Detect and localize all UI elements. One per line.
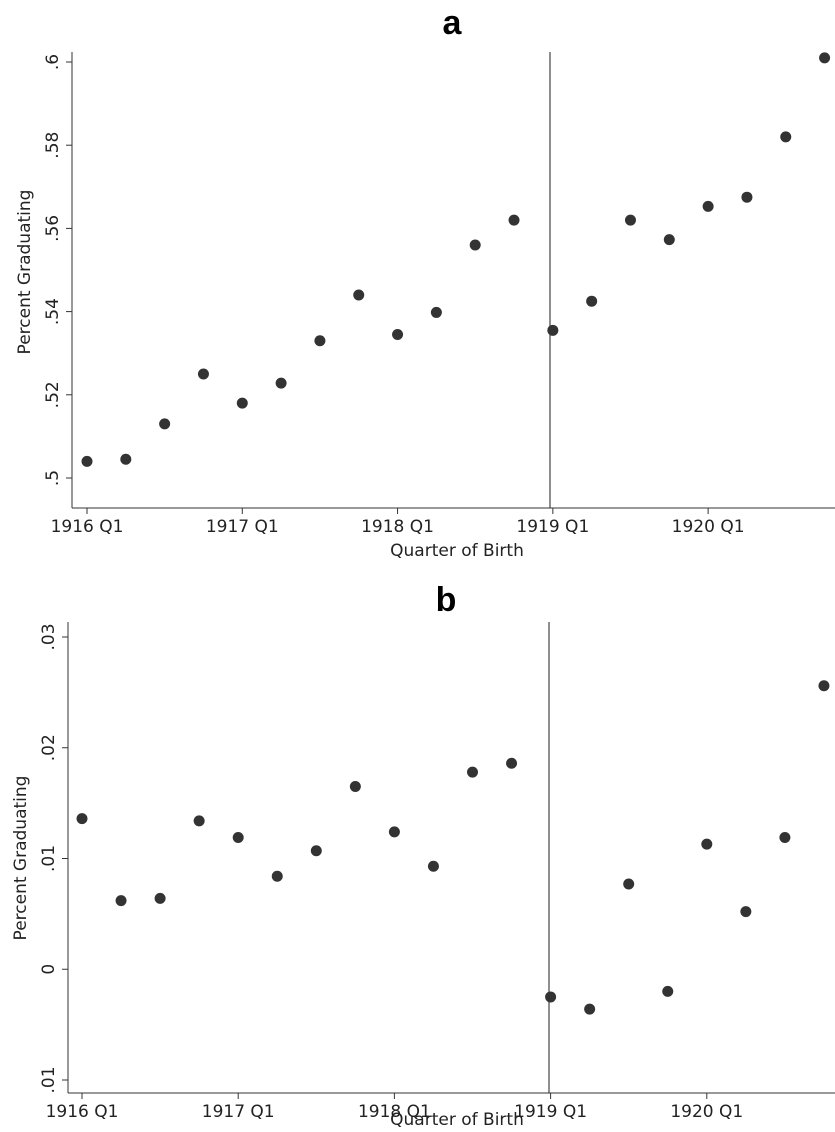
data-point bbox=[701, 838, 713, 850]
data-point bbox=[469, 239, 481, 251]
data-point bbox=[310, 845, 322, 857]
data-point bbox=[76, 813, 88, 825]
data-point bbox=[232, 831, 244, 843]
x-tick-label: 1920 Q1 bbox=[672, 517, 745, 537]
data-point bbox=[275, 377, 287, 389]
y-tick-label: .01 bbox=[39, 845, 59, 872]
data-point bbox=[427, 860, 439, 872]
data-point bbox=[662, 985, 674, 997]
data-point bbox=[353, 289, 365, 301]
data-point bbox=[547, 324, 559, 336]
y-tick-label: .6 bbox=[43, 54, 63, 70]
y-tick-label: .03 bbox=[39, 623, 59, 650]
data-point bbox=[154, 892, 166, 904]
panel-a-y-axis-title: Percent Graduating bbox=[15, 190, 35, 355]
y-tick-label: .01 bbox=[39, 1066, 59, 1093]
x-tick-label: 1919 Q1 bbox=[516, 517, 589, 537]
data-point bbox=[702, 200, 714, 212]
panel-a-title: a bbox=[443, 4, 463, 42]
x-tick-label: 1917 Q1 bbox=[206, 517, 279, 537]
data-point bbox=[81, 455, 93, 467]
panel-b-y-axis-title: Percent Graduating bbox=[11, 776, 31, 941]
panel-a-x-axis-title: Quarter of Birth bbox=[390, 541, 524, 561]
data-point bbox=[197, 368, 209, 380]
data-point bbox=[819, 52, 831, 64]
data-point bbox=[780, 131, 792, 143]
panel-a-points bbox=[81, 52, 831, 467]
data-point bbox=[818, 680, 830, 692]
x-tick-label: 1917 Q1 bbox=[202, 1102, 275, 1122]
data-point bbox=[120, 453, 132, 465]
panel-b-points bbox=[76, 680, 830, 1015]
panel-b: b .010.01.02.03 1916 Q1 1917 Q1 1918 Q1 191… bbox=[11, 581, 835, 1130]
y-tick-label: .58 bbox=[43, 132, 63, 159]
data-point bbox=[430, 306, 442, 318]
data-point bbox=[586, 295, 598, 307]
data-point bbox=[623, 878, 635, 890]
panel-a-y-ticks: .5 .52 .54 .56 .58 .6 bbox=[43, 54, 72, 486]
panel-b-y-ticks: .01 0 .01 .02 .03 bbox=[39, 623, 68, 1094]
data-point bbox=[392, 328, 404, 340]
panel-b-x-axis-title: Quarter of Birth bbox=[390, 1110, 524, 1130]
data-point bbox=[467, 766, 478, 778]
data-point bbox=[159, 418, 171, 430]
x-tick-label: 1918 Q1 bbox=[358, 1102, 431, 1122]
y-tick-label: 0 bbox=[39, 964, 59, 975]
y-tick-label: .52 bbox=[43, 381, 63, 408]
data-point bbox=[545, 991, 557, 1003]
data-point bbox=[740, 906, 752, 918]
data-point bbox=[584, 1003, 596, 1015]
x-tick-label: 1916 Q1 bbox=[46, 1102, 119, 1122]
y-tick-label: .56 bbox=[43, 215, 63, 242]
data-point bbox=[271, 870, 283, 882]
data-point bbox=[624, 214, 636, 226]
y-tick-label: .5 bbox=[43, 470, 63, 486]
data-point bbox=[779, 831, 791, 843]
panel-b-x-ticks: 1916 Q1 1917 Q1 1918 Q1 1919 Q1 1920 Q1 bbox=[46, 1093, 743, 1122]
data-point bbox=[349, 781, 361, 793]
y-tick-label: .02 bbox=[39, 734, 59, 761]
data-point bbox=[508, 214, 520, 226]
data-point bbox=[663, 234, 675, 246]
panel-a-x-ticks: 1916 Q1 1917 Q1 1918 Q1 1919 Q1 1920 Q1 bbox=[51, 508, 745, 537]
data-point bbox=[193, 815, 205, 827]
y-tick-label: .54 bbox=[43, 298, 63, 325]
x-tick-label: 1920 Q1 bbox=[670, 1102, 743, 1122]
data-point bbox=[236, 397, 248, 409]
data-point bbox=[741, 191, 753, 203]
x-tick-label: 1919 Q1 bbox=[514, 1102, 587, 1122]
panel-a: a .5 .52 .54 .56 .58 .6 1916 Q1 1917 Q1 1918 Q1… bbox=[15, 4, 835, 561]
data-point bbox=[388, 826, 400, 838]
panel-b-title: b bbox=[436, 581, 457, 619]
x-tick-label: 1916 Q1 bbox=[51, 517, 124, 537]
data-point bbox=[115, 895, 127, 907]
data-point bbox=[314, 335, 326, 347]
x-tick-label: 1918 Q1 bbox=[361, 517, 434, 537]
data-point bbox=[506, 757, 518, 769]
